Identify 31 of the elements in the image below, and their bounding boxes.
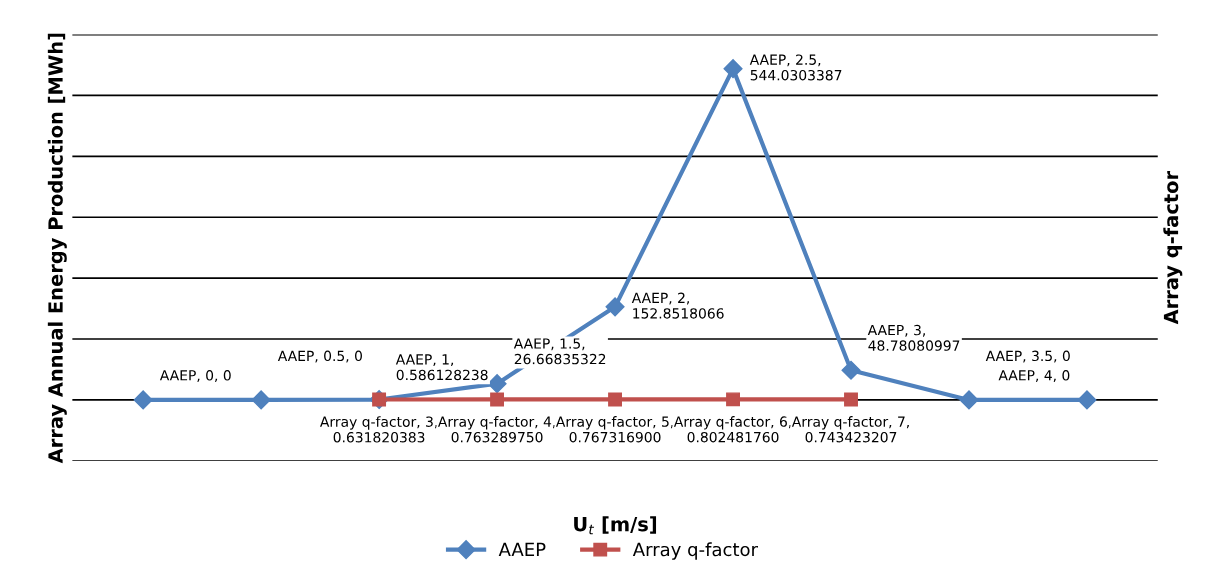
point bbox=[487, 374, 507, 394]
data-label: AAEP, 4, 0 bbox=[998, 370, 1070, 382]
point bbox=[133, 390, 153, 410]
data-label: AAEP, 1.5, 26.66835322 bbox=[513, 338, 606, 365]
data-label: AAEP, 0.5, 0 bbox=[277, 350, 362, 363]
data-label: Array q-factor, 4, 0.763289750 bbox=[437, 416, 555, 443]
data-label: AAEP, 0, 0 bbox=[159, 370, 231, 382]
point bbox=[959, 390, 979, 410]
data-label: AAEP, 3, 48.78080997 bbox=[867, 324, 960, 351]
y2-axis-title: Array q-factor bbox=[1163, 170, 1183, 325]
point bbox=[726, 392, 740, 407]
point bbox=[841, 360, 861, 380]
point bbox=[1077, 390, 1097, 410]
data-label: Array q-factor, 6, 0.802481760 bbox=[673, 416, 791, 443]
data-label: Array q-factor, 3, 0.631820383 bbox=[320, 416, 437, 443]
data-label: AAEP, 2.5, 544.0303387 bbox=[749, 54, 842, 81]
data-label: Array q-factor, 5, 0.767316900 bbox=[555, 416, 673, 443]
legend-label: AAEP bbox=[498, 542, 546, 556]
data-label: AAEP, 1, 0.586128238 bbox=[395, 354, 488, 381]
point bbox=[844, 392, 858, 407]
data-label: AAEP, 2, 152.8518066 bbox=[631, 292, 724, 319]
data-label: Array q-factor, 7, 0.743423207 bbox=[791, 416, 909, 443]
point bbox=[605, 297, 625, 317]
y-axis-title: Array Annual Energy Production [MWh] bbox=[47, 33, 67, 464]
data-label: AAEP, 3.5, 0 bbox=[985, 350, 1070, 363]
point bbox=[490, 392, 505, 407]
legend-label: Array q-factor bbox=[632, 542, 758, 560]
x-axis-title: U$_{t}$ [m/s] bbox=[574, 516, 657, 535]
point bbox=[723, 59, 743, 79]
point bbox=[251, 390, 271, 410]
point bbox=[608, 392, 623, 407]
